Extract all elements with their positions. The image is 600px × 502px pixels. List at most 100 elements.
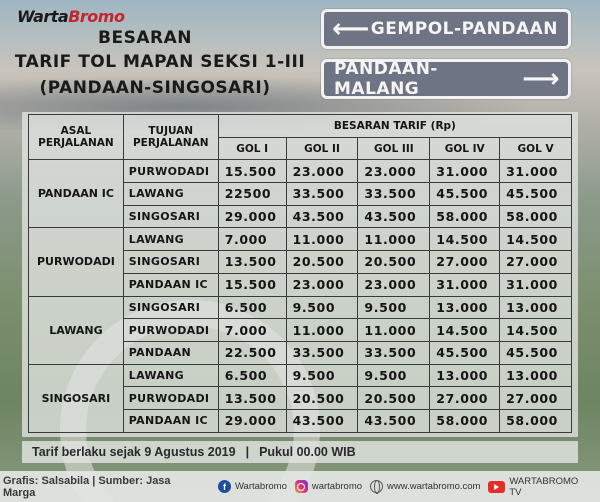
tarif-gol-5-cell: 58.000 bbox=[499, 204, 572, 229]
arrow-right-icon: ⟶ bbox=[522, 64, 560, 94]
tarif-gol-2-cell: 11.000 bbox=[285, 318, 359, 342]
youtube-icon bbox=[488, 480, 506, 493]
tarif-gol-1-cell: 22.500 bbox=[217, 340, 287, 365]
tarif-gol-3-cell: 11.000 bbox=[357, 318, 431, 342]
table-row: PURWODADI 13.500 20.500 20.500 27.000 27.000 bbox=[29, 386, 572, 410]
header-gol-3: GOL III bbox=[357, 136, 431, 161]
tujuan-cell: PURWODADI bbox=[122, 318, 219, 342]
tujuan-cell: PANDAAN IC bbox=[122, 408, 219, 433]
header-gol-4: GOL IV bbox=[429, 136, 501, 161]
sign-label: PANDAAN-MALANG bbox=[334, 59, 438, 99]
tarif-gol-4-cell: 31.000 bbox=[429, 159, 501, 184]
tarif-gol-1-cell: 15.500 bbox=[217, 159, 287, 184]
tarif-gol-5-cell: 27.000 bbox=[499, 386, 572, 410]
tarif-gol-4-cell: 45.500 bbox=[429, 182, 501, 206]
tarif-gol-5-cell: 13.000 bbox=[499, 295, 572, 320]
tarif-gol-5-cell: 13.000 bbox=[499, 363, 572, 388]
tarif-gol-5-cell: 58.000 bbox=[499, 408, 572, 433]
tarif-gol-5-cell: 14.500 bbox=[499, 318, 572, 342]
tujuan-cell: LAWANG bbox=[122, 227, 219, 252]
tarif-gol-4-cell: 13.000 bbox=[429, 295, 501, 320]
tarif-gol-2-cell: 11.000 bbox=[285, 227, 359, 252]
table-row: LAWANG 22500 33.500 33.500 45.500 45.500 bbox=[29, 182, 572, 206]
table-row: SINGOSARI LAWANG 6.500 9.500 9.500 13.000 13.0… bbox=[28, 363, 572, 433]
effective-date: Tarif berlaku sejak 9 Agustus 2019 bbox=[32, 445, 236, 459]
tarif-gol-2-cell: 33.500 bbox=[285, 182, 359, 206]
tujuan-cell: PANDAAN bbox=[122, 340, 219, 365]
tarif-gol-1-cell: 13.500 bbox=[217, 386, 287, 410]
tarif-gol-2-cell: 9.500 bbox=[285, 363, 359, 388]
tarif-gol-5-cell: 45.500 bbox=[499, 182, 572, 206]
tarif-gol-4-cell: 31.000 bbox=[429, 272, 501, 297]
header-tujuan: TUJUAN PERJALANAN bbox=[122, 113, 219, 161]
instagram-link[interactable]: wartabromo bbox=[294, 480, 362, 493]
tarif-gol-3-cell: 23.000 bbox=[357, 272, 431, 297]
sign-pandaan-malang: PANDAAN-MALANG ⟶ bbox=[321, 59, 571, 99]
tarif-gol-1-cell: 7.000 bbox=[217, 318, 287, 342]
tarif-gol-2-cell: 20.500 bbox=[285, 386, 359, 410]
tujuan-cell: LAWANG bbox=[122, 182, 219, 206]
table-row: PANDAAN IC 29.000 43.500 43.500 58.000 58.000 bbox=[29, 408, 572, 433]
tarif-gol-1-cell: 6.500 bbox=[217, 295, 287, 320]
tarif-gol-3-cell: 23.000 bbox=[357, 159, 431, 184]
tujuan-cell: PURWODADI bbox=[122, 386, 219, 410]
tarif-gol-2-cell: 43.500 bbox=[285, 408, 359, 433]
header-gol-2: GOL II bbox=[285, 136, 359, 161]
table-row: PANDAAN IC PURWODADI 15.500 23.000 23.000 31.… bbox=[28, 159, 572, 229]
tariff-table: ASAL PERJALANAN TUJUAN PERJALANAN BESARA… bbox=[28, 113, 573, 433]
tarif-gol-2-cell: 23.000 bbox=[285, 272, 359, 297]
facebook-link[interactable]: f Wartabromo bbox=[217, 480, 287, 493]
tarif-gol-1-cell: 29.000 bbox=[217, 204, 287, 229]
tujuan-cell: PANDAAN IC bbox=[122, 272, 219, 297]
credit-text: Grafis: Salsabila | Sumber: Jasa Marga bbox=[3, 474, 171, 499]
sign-label: GEMPOL-PANDAAN bbox=[370, 19, 558, 39]
tarif-gol-4-cell: 58.000 bbox=[429, 204, 501, 229]
table-row: PANDAAN 22.500 33.500 33.500 45.500 45.500 bbox=[29, 340, 572, 365]
tarif-gol-3-cell: 11.000 bbox=[357, 227, 431, 252]
tarif-gol-5-cell: 45.500 bbox=[499, 340, 572, 365]
title-line-2: TARIF TOL MAPAN SEKSI 1-III bbox=[14, 52, 306, 72]
tarif-gol-2-cell: 20.500 bbox=[285, 250, 359, 274]
tujuan-cell: SINGOSARI bbox=[122, 250, 219, 274]
asal-cell: PANDAAN IC bbox=[28, 159, 124, 229]
globe-icon bbox=[370, 480, 384, 494]
wartabromo-logo: WartaBromo bbox=[17, 7, 125, 26]
tarif-gol-3-cell: 9.500 bbox=[357, 295, 431, 320]
tarif-gol-3-cell: 33.500 bbox=[357, 340, 431, 365]
header-gol-5: GOL V bbox=[499, 136, 572, 161]
header-gol-1: GOL I bbox=[217, 136, 287, 161]
tarif-gol-5-cell: 14.500 bbox=[499, 227, 572, 252]
footer: Grafis: Salsabila | Sumber: Jasa Marga f… bbox=[0, 471, 600, 502]
tujuan-cell: SINGOSARI bbox=[122, 295, 219, 320]
arrow-left-icon: ⟵ bbox=[332, 14, 370, 44]
header-besaran-tarif: BESARAN TARIF (Rp) bbox=[217, 114, 573, 138]
asal-cell: LAWANG bbox=[28, 295, 124, 365]
table-row: SINGOSARI 13.500 20.500 20.500 27.000 27.000 bbox=[29, 250, 572, 274]
tariff-table-panel: ASAL PERJALANAN TUJUAN PERJALANAN BESARA… bbox=[22, 112, 578, 437]
tarif-gol-4-cell: 27.000 bbox=[429, 250, 501, 274]
tarif-gol-4-cell: 14.500 bbox=[429, 318, 501, 342]
tarif-gol-4-cell: 14.500 bbox=[429, 227, 501, 252]
tarif-gol-5-cell: 27.000 bbox=[499, 250, 572, 274]
effective-date-bar: Tarif berlaku sejak 9 Agustus 2019 | Puk… bbox=[22, 441, 578, 463]
tarif-gol-4-cell: 45.500 bbox=[429, 340, 501, 365]
tarif-gol-3-cell: 43.500 bbox=[357, 204, 431, 229]
tarif-gol-4-cell: 27.000 bbox=[429, 386, 501, 410]
title-line-3: (PANDAAN-SINGOSARI) bbox=[39, 78, 271, 98]
tarif-gol-4-cell: 58.000 bbox=[429, 408, 501, 433]
header-asal: ASAL PERJALANAN bbox=[28, 113, 124, 161]
tarif-gol-5-cell: 31.000 bbox=[499, 159, 572, 184]
tarif-gol-2-cell: 43.500 bbox=[285, 204, 359, 229]
tarif-gol-3-cell: 33.500 bbox=[357, 182, 431, 206]
youtube-link[interactable]: WARTABROMO TV bbox=[488, 476, 592, 498]
table-row: PANDAAN IC 15.500 23.000 23.000 31.000 31.000 bbox=[29, 272, 572, 297]
tarif-gol-1-cell: 13.500 bbox=[217, 250, 287, 274]
tarif-gol-3-cell: 20.500 bbox=[357, 386, 431, 410]
separator: | bbox=[245, 445, 250, 459]
tarif-gol-1-cell: 29.000 bbox=[217, 408, 287, 433]
effective-time: Pukul 00.00 WIB bbox=[259, 445, 356, 459]
tujuan-cell: LAWANG bbox=[122, 363, 219, 388]
tarif-gol-3-cell: 9.500 bbox=[357, 363, 431, 388]
website-link[interactable]: www.wartabromo.com bbox=[370, 480, 480, 494]
tarif-gol-1-cell: 22500 bbox=[217, 182, 287, 206]
